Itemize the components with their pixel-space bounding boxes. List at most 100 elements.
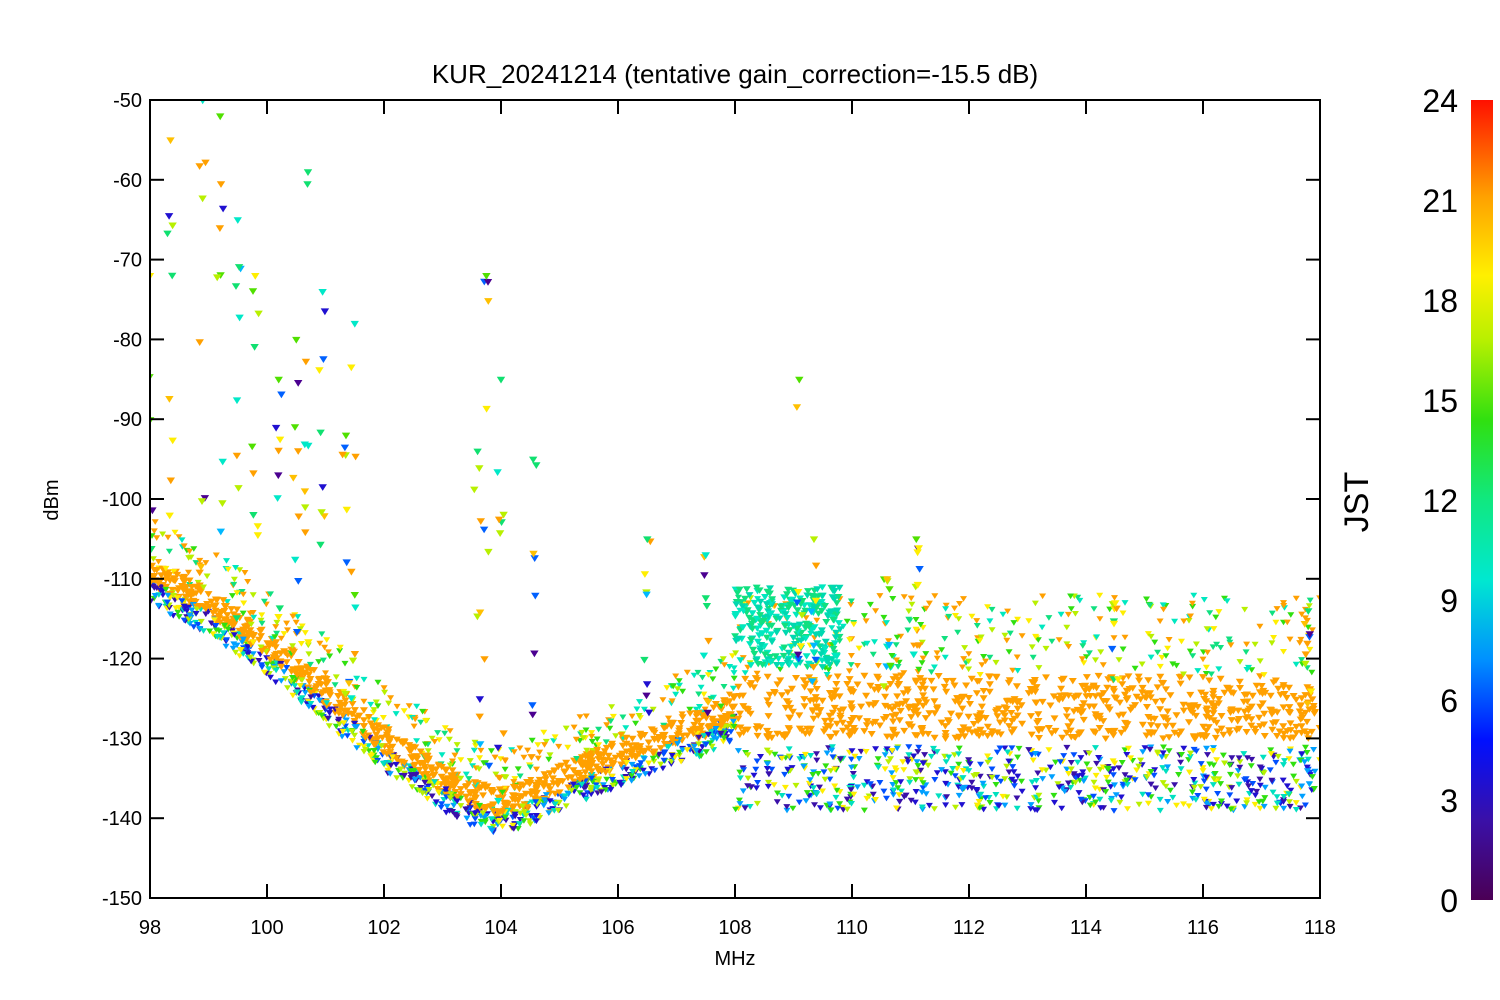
data-point — [892, 711, 901, 719]
data-point — [462, 771, 470, 778]
data-point — [609, 777, 616, 783]
data-point — [967, 675, 976, 683]
data-point — [1243, 641, 1251, 648]
data-point — [702, 741, 710, 748]
data-point — [202, 611, 210, 618]
data-point — [677, 720, 686, 727]
data-point — [197, 498, 207, 505]
data-point — [573, 756, 581, 762]
data-point — [1189, 653, 1197, 659]
data-point — [338, 733, 346, 740]
data-point — [914, 545, 923, 552]
data-point — [1267, 707, 1276, 714]
data-point — [1279, 777, 1287, 784]
data-point — [360, 723, 368, 730]
data-point — [1085, 750, 1093, 757]
data-point — [1029, 757, 1037, 764]
data-point — [1280, 805, 1288, 812]
data-point — [929, 686, 938, 693]
data-point — [795, 712, 804, 719]
data-point — [470, 794, 479, 801]
data-point — [735, 797, 743, 804]
data-point — [904, 705, 913, 712]
data-point — [765, 779, 772, 786]
data-point — [437, 773, 446, 781]
data-point — [1050, 792, 1058, 799]
data-point — [163, 230, 172, 238]
data-point — [1085, 703, 1094, 710]
data-point — [532, 818, 540, 825]
data-point — [528, 737, 536, 744]
data-point — [888, 653, 896, 659]
data-point — [1249, 781, 1257, 787]
data-point — [993, 729, 1002, 736]
data-point — [1047, 730, 1056, 737]
data-point — [944, 719, 953, 726]
data-point — [320, 513, 329, 520]
data-point — [980, 783, 988, 790]
data-point — [988, 606, 996, 613]
data-point — [1151, 639, 1159, 646]
data-point — [476, 802, 484, 809]
data-point — [695, 717, 704, 724]
data-point — [1123, 777, 1131, 784]
data-point — [669, 683, 677, 689]
data-point — [181, 606, 188, 612]
data-point — [849, 715, 858, 722]
data-point — [475, 713, 484, 721]
data-point — [274, 472, 283, 480]
data-point — [1190, 746, 1198, 753]
data-point — [461, 783, 470, 791]
data-point — [165, 512, 174, 520]
data-point — [756, 647, 765, 655]
data-point — [1247, 722, 1256, 729]
data-point — [781, 732, 790, 740]
data-point — [527, 777, 535, 783]
data-point — [1113, 676, 1123, 684]
data-point — [1247, 716, 1256, 723]
data-point — [393, 703, 401, 710]
data-point — [340, 720, 348, 726]
data-point — [528, 702, 537, 709]
data-point — [1038, 767, 1046, 773]
data-point — [315, 659, 323, 665]
data-point — [396, 738, 405, 745]
data-point — [800, 763, 808, 770]
data-point — [263, 661, 271, 668]
data-point — [1200, 696, 1209, 703]
data-point — [892, 731, 901, 738]
data-point — [809, 642, 818, 650]
data-point — [820, 728, 828, 735]
data-point — [315, 367, 324, 374]
data-point — [922, 791, 930, 797]
data-point — [1256, 805, 1264, 812]
data-point — [1188, 600, 1196, 607]
data-point — [776, 603, 785, 610]
data-point — [150, 533, 156, 539]
data-point — [650, 758, 658, 765]
data-point — [246, 610, 254, 617]
data-point — [909, 708, 918, 716]
data-point — [1257, 683, 1266, 690]
data-point — [351, 732, 358, 739]
data-point — [1077, 755, 1085, 761]
data-point — [434, 762, 443, 769]
data-point — [247, 658, 255, 665]
data-point — [955, 700, 964, 707]
data-point — [746, 710, 755, 718]
data-point — [809, 664, 818, 671]
data-point — [216, 610, 225, 617]
data-point — [304, 639, 313, 646]
data-point — [695, 741, 703, 747]
data-point — [622, 748, 631, 755]
data-point — [1228, 755, 1236, 761]
data-point — [216, 181, 226, 188]
data-point — [1162, 783, 1170, 790]
data-point — [197, 588, 205, 594]
data-point — [732, 806, 740, 813]
data-point — [464, 798, 473, 805]
data-point — [1132, 693, 1141, 701]
data-point — [387, 695, 395, 701]
data-point — [1194, 668, 1202, 674]
data-point — [1310, 710, 1319, 717]
